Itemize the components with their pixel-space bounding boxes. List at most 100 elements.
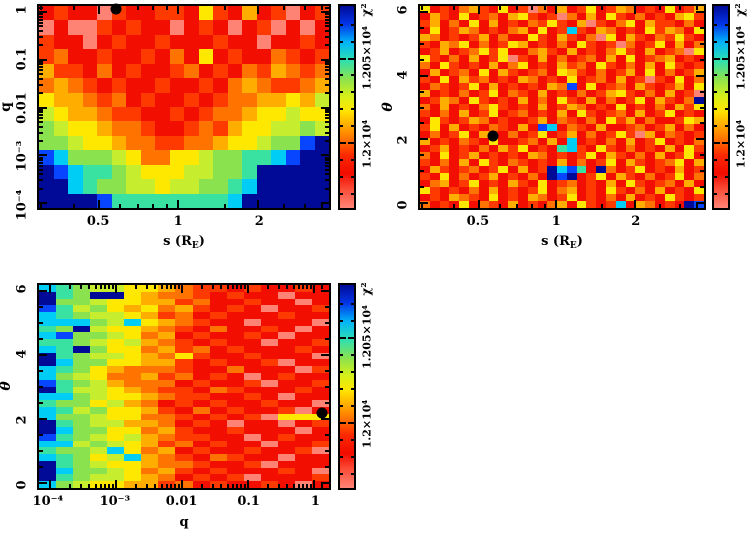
heatmap-cell [429,68,440,76]
tick-mark [340,91,343,94]
heatmap-cell [227,49,242,64]
heatmap-cell [586,180,597,188]
tick-mark [420,58,424,61]
heatmap-cell [508,173,518,181]
heatmap-cell [645,68,656,76]
heatmap-cell [124,433,142,441]
tick-mark [340,387,343,390]
heatmap-cell [439,180,450,188]
heatmap-cell [488,187,499,195]
heatmap-cell [684,82,695,90]
heatmap-cell [73,345,91,353]
heatmap-cell [635,194,646,202]
heatmap-cell [126,179,141,194]
heatmap-cell [90,359,108,367]
heatmap-cell [294,372,312,380]
heatmap-cell [314,135,329,151]
tick-mark [72,204,75,208]
heatmap-cell [73,366,91,373]
heatmap-cell [674,54,685,62]
heatmap-cell [478,131,489,139]
tick-mark [325,159,329,162]
heatmap-cell [537,159,548,167]
heatmap-cell [625,201,636,208]
heatmap-cell [277,291,295,299]
heatmap-cell [73,305,91,313]
heatmap-cell [300,49,315,64]
heatmap-cell [169,6,184,21]
heatmap-cell [294,332,312,340]
heatmap-cell [439,124,450,132]
heatmap-cell [615,96,626,104]
tick-mark [136,6,139,10]
heatmap-cell [684,166,695,174]
heatmap-cell [664,131,675,139]
heatmap-cell [429,194,440,202]
heatmap-cell [82,49,97,64]
heatmap-cell [68,20,83,35]
heatmap-cell [141,481,159,488]
heatmap-cell [566,61,577,69]
heatmap-cell [226,379,244,387]
tick-mark [351,159,354,162]
heatmap-cell [517,124,528,132]
heatmap-cell [576,82,587,90]
heatmap-cell [459,117,469,125]
heatmap-cell [260,325,278,333]
heatmap-cell [243,339,261,346]
heatmap-cell [478,187,489,195]
heatmap-cell [141,413,159,421]
heatmap-cell [694,61,704,69]
heatmap-cell [694,159,704,167]
tick-mark [174,285,177,289]
heatmap-cell [557,152,567,160]
heatmap-cell [664,54,675,62]
heatmap-cell [260,467,278,475]
heatmap-cell [53,34,68,50]
heatmap-cell [260,406,278,414]
heatmap-cell [314,150,329,165]
heatmap-cell [596,26,607,34]
heatmap-cell [527,33,538,41]
tick-mark [292,285,295,289]
tick-mark [165,204,168,208]
heatmap-cell [674,19,685,27]
heatmap-cell [124,427,142,434]
heatmap-cell [537,61,548,69]
heatmap-cell [260,359,278,367]
heatmap-cell [694,110,704,118]
heatmap-cell [635,173,646,181]
heatmap-cell [645,75,656,83]
colorbar-ticks [714,6,728,208]
heatmap-cell [294,406,312,414]
heatmap-cell [192,400,210,407]
tick-mark [325,36,329,39]
heatmap-cell [300,164,315,180]
heatmap-cell [684,187,695,195]
heatmap-cell [294,305,312,313]
tick-mark [325,450,329,453]
heatmap-cell [439,82,450,90]
heatmap-cell [517,103,528,111]
heatmap-cell [615,173,626,181]
heatmap-cell [184,92,199,107]
heatmap-cell [488,166,499,174]
heatmap-cell [111,121,126,136]
heatmap-cell [124,291,142,299]
heatmap-cell [285,49,300,64]
heatmap-cell [606,89,616,97]
heatmap-cell [227,135,242,151]
heatmap-cell [664,47,675,55]
heatmap-cell [243,393,261,401]
heatmap-cell [90,454,108,461]
tick-mark [325,108,329,111]
heatmap-cell [256,92,271,107]
tick-mark [152,204,155,208]
heatmap-cell [517,173,528,181]
heatmap-cell [90,298,108,306]
heatmap-cell [192,406,210,414]
heatmap-cell [90,379,108,387]
heatmap-cell [141,474,159,482]
heatmap-cell [606,54,616,62]
